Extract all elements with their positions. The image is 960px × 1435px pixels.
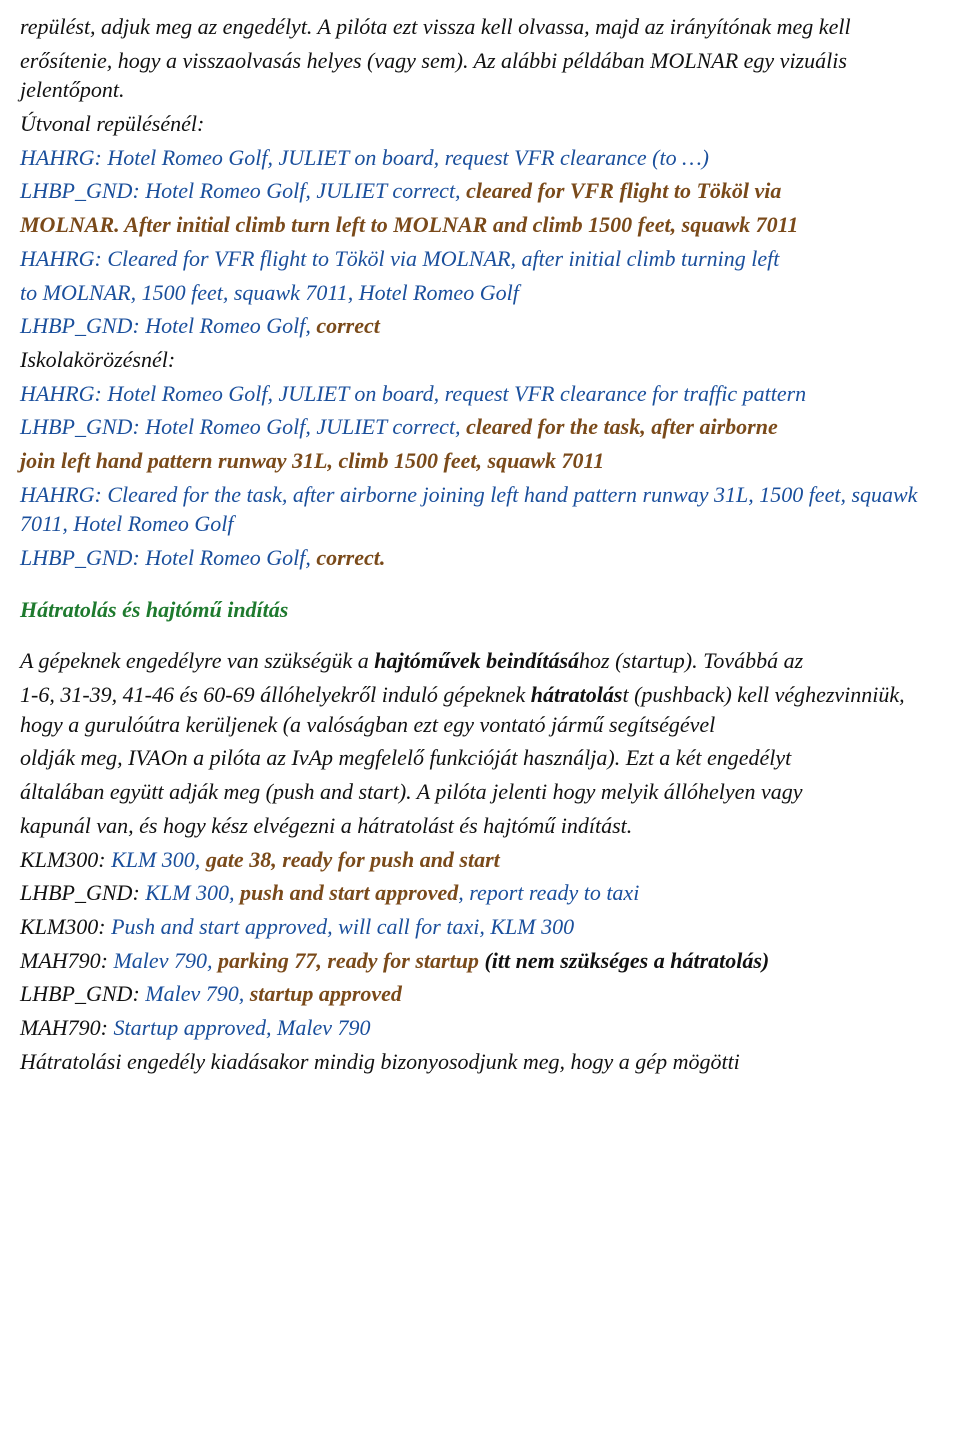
seg-text: 1-6, 31-39, 41-46 és 60-69 állóhelyekről…	[20, 682, 531, 707]
para-push-1: A gépeknek engedélyre van szükségük a ha…	[20, 646, 940, 676]
seg-plain: KLM300:	[20, 847, 111, 872]
seg-blue: LHBP_GND: Hotel Romeo Golf,	[20, 545, 316, 570]
seg-brown: cleared for VFR flight to Tököl via	[466, 178, 781, 203]
seg-brown: parking 77, ready for startup	[218, 948, 484, 973]
seg-blue: Startup approved, Malev 790	[113, 1015, 370, 1040]
line-lhbp-mah: LHBP_GND: Malev 790, startup approved	[20, 979, 940, 1009]
seg-brown: startup approved	[250, 981, 402, 1006]
seg-bold: hátratolás	[531, 682, 623, 707]
line-mah790-1: MAH790: Malev 790, parking 77, ready for…	[20, 946, 940, 976]
label-route: Útvonal repülésénél:	[20, 109, 940, 139]
seg-blue: Push and start approved, will call for t…	[111, 914, 574, 939]
seg-blue: LHBP_GND: Hotel Romeo Golf, JULIET corre…	[20, 178, 466, 203]
seg-blue: Malev 790,	[113, 948, 217, 973]
para-push-4: általában együtt adják meg (push and sta…	[20, 777, 940, 807]
seg-blue: Malev 790,	[145, 981, 249, 1006]
line-lhbp-3: LHBP_GND: Hotel Romeo Golf, JULIET corre…	[20, 412, 940, 442]
seg-blue: LHBP_GND: Hotel Romeo Golf, JULIET corre…	[20, 414, 466, 439]
para-push-2: 1-6, 31-39, 41-46 és 60-69 állóhelyekről…	[20, 680, 940, 739]
para-intro-1: repülést, adjuk meg az engedélyt. A piló…	[20, 12, 940, 42]
seg-bold-note: (itt nem szükséges a hátratolás)	[484, 948, 769, 973]
seg-plain: LHBP_GND:	[20, 981, 145, 1006]
line-hahrg-3: HAHRG: Hotel Romeo Golf, JULIET on board…	[20, 379, 940, 409]
line-hahrg-2b: to MOLNAR, 1500 feet, squawk 7011, Hotel…	[20, 278, 940, 308]
seg-blue: KLM 300,	[111, 847, 206, 872]
seg-brown: cleared for the task, after airborne	[466, 414, 778, 439]
seg-text: A gépeknek engedélyre van szükségük a	[20, 648, 374, 673]
para-push-3: oldják meg, IVAOn a pilóta az IvAp megfe…	[20, 743, 940, 773]
line-lhbp-correct-1: LHBP_GND: Hotel Romeo Golf, correct	[20, 311, 940, 341]
seg-brown: correct	[316, 313, 380, 338]
seg-brown: correct.	[316, 545, 385, 570]
seg-bold: hajtóművek beindításá	[374, 648, 579, 673]
seg-blue: KLM 300,	[145, 880, 240, 905]
line-join-pattern: join left hand pattern runway 31L, climb…	[20, 446, 940, 476]
seg-brown: gate 38, ready for push and start	[206, 847, 500, 872]
seg-blue: LHBP_GND: Hotel Romeo Golf,	[20, 313, 316, 338]
line-hahrg-2a: HAHRG: Cleared for VFR flight to Tököl v…	[20, 244, 940, 274]
para-push-5: kapunál van, és hogy kész elvégezni a há…	[20, 811, 940, 841]
seg-brown: push and start approved	[240, 880, 458, 905]
line-lhbp-klm: LHBP_GND: KLM 300, push and start approv…	[20, 878, 940, 908]
line-lhbp-1: LHBP_GND: Hotel Romeo Golf, JULIET corre…	[20, 176, 940, 206]
seg-blue: , report ready to taxi	[458, 880, 639, 905]
seg-plain: MAH790:	[20, 948, 113, 973]
line-hahrg-1: HAHRG: Hotel Romeo Golf, JULIET on board…	[20, 143, 940, 173]
line-lhbp-correct-2: LHBP_GND: Hotel Romeo Golf, correct.	[20, 543, 940, 573]
seg-plain: KLM300:	[20, 914, 111, 939]
line-hahrg-4: HAHRG: Cleared for the task, after airbo…	[20, 480, 940, 539]
line-mah790-2: MAH790: Startup approved, Malev 790	[20, 1013, 940, 1043]
seg-text: hoz (startup). Továbbá az	[579, 648, 803, 673]
para-final: Hátratolási engedély kiadásakor mindig b…	[20, 1047, 940, 1077]
para-intro-2: erősítenie, hogy a visszaolvasás helyes …	[20, 46, 940, 105]
heading-pushback: Hátratolás és hajtómű indítás	[20, 595, 940, 625]
seg-plain: MAH790:	[20, 1015, 113, 1040]
label-circuit: Iskolakörözésnél:	[20, 345, 940, 375]
seg-plain: LHBP_GND:	[20, 880, 145, 905]
line-molnar: MOLNAR. After initial climb turn left to…	[20, 210, 940, 240]
line-klm300-1: KLM300: KLM 300, gate 38, ready for push…	[20, 845, 940, 875]
line-klm300-2: KLM300: Push and start approved, will ca…	[20, 912, 940, 942]
